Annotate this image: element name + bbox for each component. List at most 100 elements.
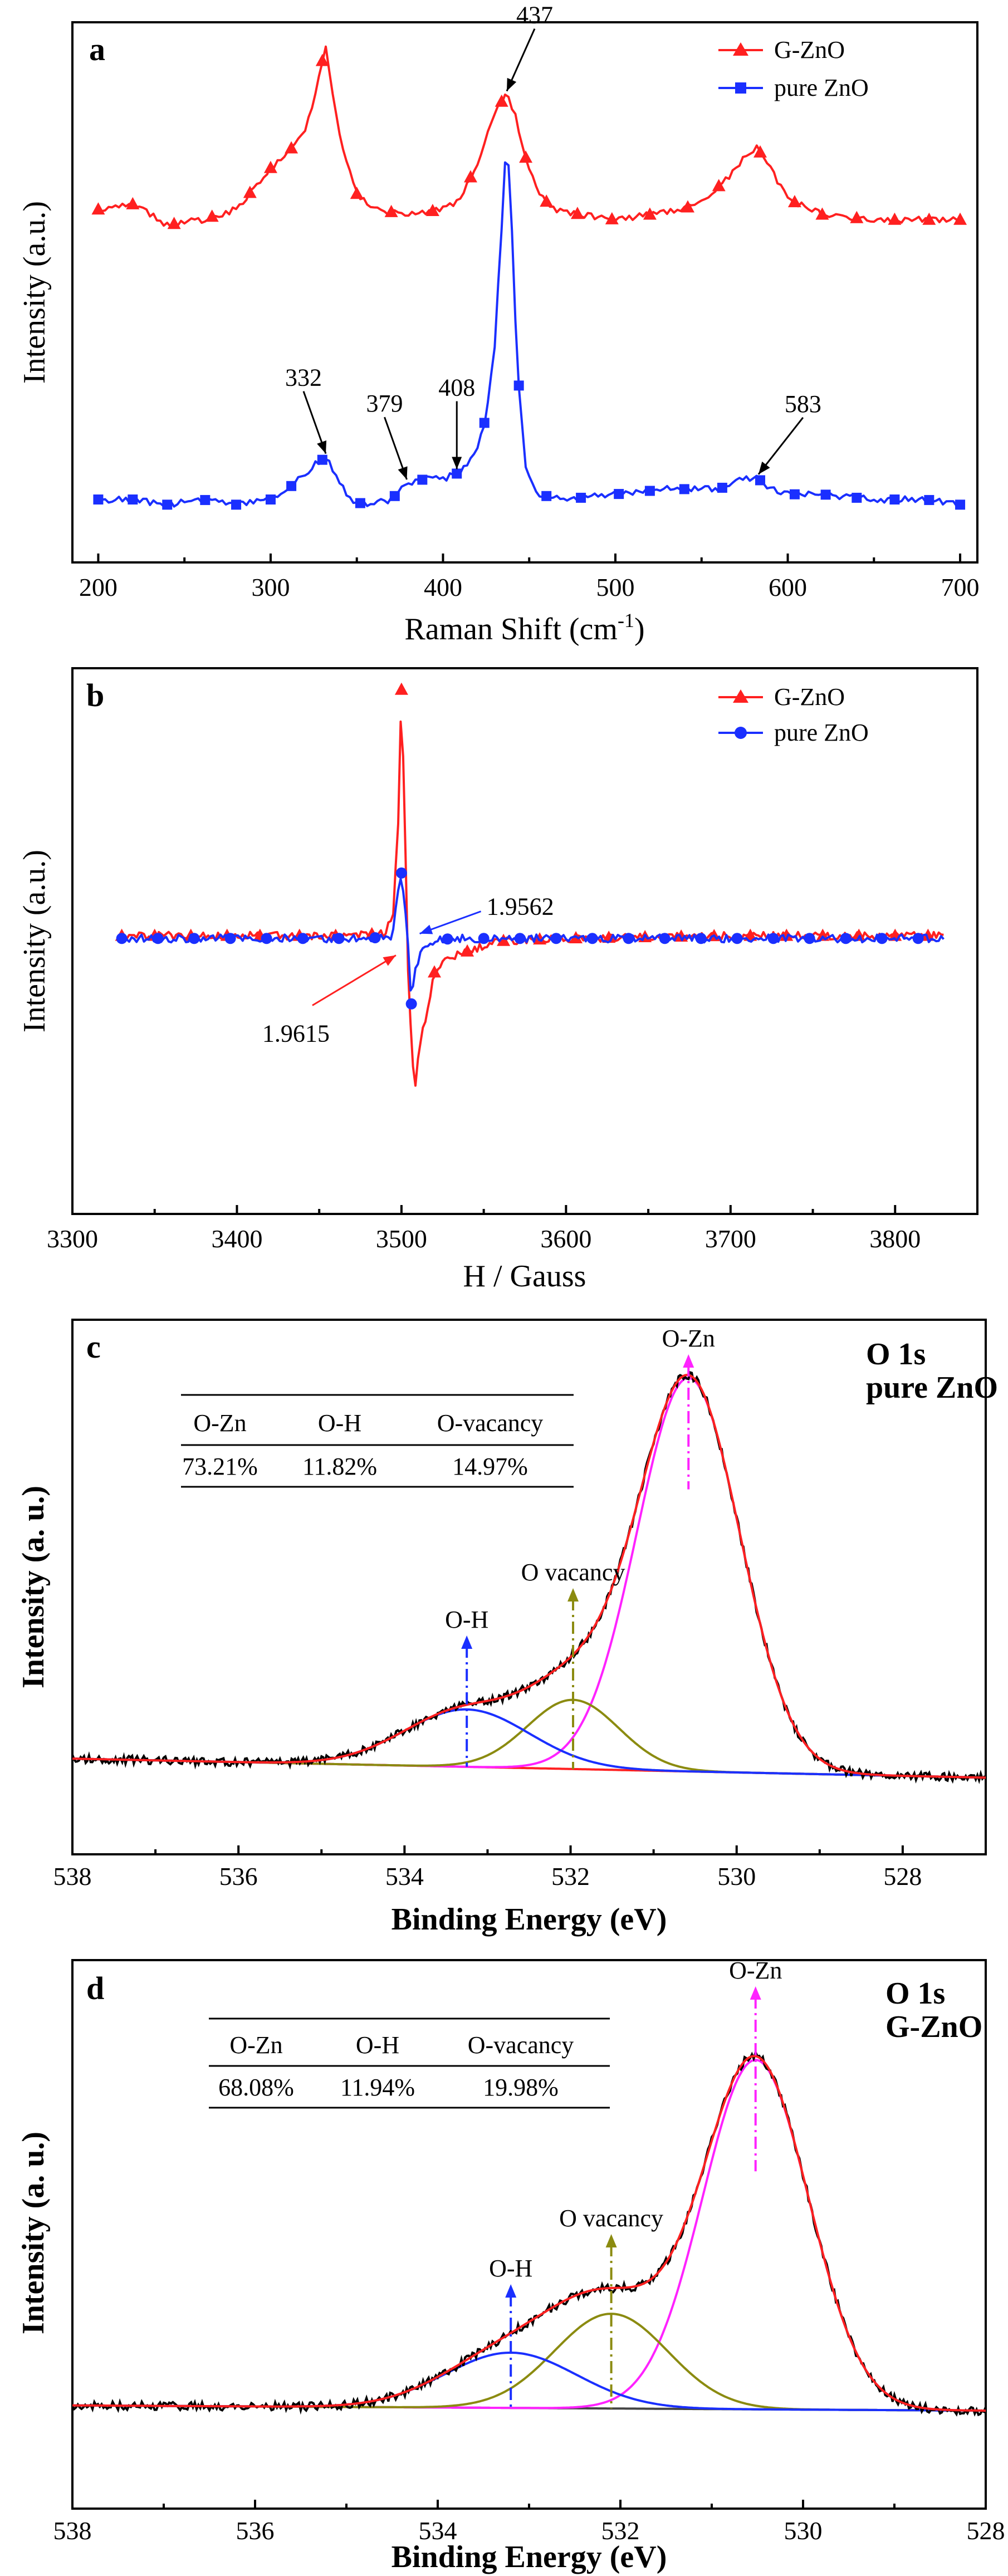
series-line-g-zno xyxy=(97,45,961,228)
marker-triangle xyxy=(495,94,508,107)
marker-square xyxy=(162,499,173,510)
marker-circle xyxy=(623,933,634,944)
marker-square xyxy=(955,499,966,510)
x-tick-label-500: 500 xyxy=(596,573,635,601)
panel-letter-c: c xyxy=(86,1329,101,1365)
marker-triangle xyxy=(519,150,533,163)
marker-triangle xyxy=(464,170,477,183)
x-tick-label-534: 534 xyxy=(385,1862,424,1891)
marker-triangle xyxy=(263,160,277,173)
x-tick-label-200: 200 xyxy=(79,573,118,601)
component-o-vacancy xyxy=(72,2313,986,2412)
legend-label-g-zno-b: G-ZnO xyxy=(774,683,845,711)
marker-circle xyxy=(442,933,453,945)
marker-triangle xyxy=(384,204,398,217)
annotations-b: 1.9562 1.9615 xyxy=(262,893,554,1047)
marker-triangle xyxy=(643,207,657,220)
marker-circle xyxy=(405,998,417,1010)
component-marker-head-o-vacancy xyxy=(567,1588,579,1602)
peak-arrow-437-head xyxy=(507,77,517,91)
component-o-h xyxy=(72,2351,986,2412)
peak-arrow-379-head xyxy=(398,466,408,480)
peak-arrow-408-head xyxy=(452,457,462,469)
marker-circle xyxy=(514,933,526,944)
plot-frame-c xyxy=(71,1319,987,1855)
marker-square xyxy=(265,494,276,505)
panel-b: b 3300 3400 3500 3600 3700 3800 1.95621.9615 … xyxy=(17,667,978,1294)
fit-envelope xyxy=(72,1374,986,1779)
marker-square xyxy=(200,494,211,505)
g-value-arrow-1-head xyxy=(419,924,433,934)
component-label-o-zn: O-Zn xyxy=(729,1957,782,1984)
series-group-b xyxy=(115,682,945,1087)
marker-triangle xyxy=(602,931,616,943)
marker-triangle xyxy=(205,209,219,222)
x-tick-label-3700: 3700 xyxy=(705,1225,756,1253)
marker-triangle xyxy=(815,207,829,220)
x-tick-label-528: 528 xyxy=(967,2516,1005,2545)
marker-square xyxy=(286,481,297,491)
title-line2-c: pure ZnO xyxy=(866,1370,998,1405)
panel-letter-b: b xyxy=(86,677,104,713)
marker-circle xyxy=(586,933,598,944)
x-tick-label-3300: 3300 xyxy=(47,1225,98,1253)
panel-letter-d: d xyxy=(86,1970,104,2006)
y-axis-label-a: Intensity (a.u.) xyxy=(17,201,52,384)
marker-triangle xyxy=(753,145,767,158)
marker-circle xyxy=(478,933,490,944)
marker-triangle xyxy=(285,141,299,154)
marker-circle xyxy=(188,933,200,944)
component-marker-head-o-vacancy xyxy=(605,2234,617,2247)
marker-triangle xyxy=(852,928,866,941)
y-axis-label-b: Intensity (a.u.) xyxy=(17,850,52,1032)
legend-marker-g-zno-b xyxy=(733,689,748,703)
x-tick-label-3600: 3600 xyxy=(540,1225,591,1253)
marker-triangle xyxy=(243,185,257,198)
marker-square xyxy=(355,498,365,508)
marker-circle xyxy=(659,933,671,944)
table-header-o-vacancy-d: O-vacancy xyxy=(468,2031,574,2059)
g-value-arrow-2-shaft xyxy=(312,954,397,1006)
marker-triangle xyxy=(91,202,105,215)
marker-square xyxy=(317,454,327,465)
table-value-o-vacancy-d: 19.98% xyxy=(483,2074,559,2101)
x-axis-label-c: Binding Energy (eV) xyxy=(392,1902,667,1937)
table-value-o-h-d: 11.94% xyxy=(340,2074,415,2101)
g-value-arrow-2-head xyxy=(383,955,396,966)
marker-triangle xyxy=(540,194,554,207)
table-value-o-zn-d: 68.08% xyxy=(218,2074,294,2101)
legend-b: G-ZnO pure ZnO xyxy=(718,683,869,746)
marker-square xyxy=(417,474,428,485)
component-marker-head-o-h xyxy=(505,2284,517,2298)
marker-triangle xyxy=(461,944,474,957)
marker-triangle xyxy=(167,217,181,229)
marker-square xyxy=(717,482,727,493)
marker-triangle xyxy=(350,187,364,199)
legend-label-g-zno-a: G-ZnO xyxy=(774,36,845,63)
panel-a: a 200 300 400 500 600 700 437 332 379 408 583 Int… xyxy=(17,2,980,647)
table-value-o-h-c: 11.82% xyxy=(302,1453,377,1480)
marker-square xyxy=(614,489,624,499)
peak-label-332: 332 xyxy=(285,364,322,391)
marker-circle xyxy=(297,933,309,944)
x-axis-label-a: Raman Shift (cm-1) xyxy=(404,609,644,647)
marker-square xyxy=(541,491,552,501)
x-tick-label-538: 538 xyxy=(53,1862,92,1891)
marker-square xyxy=(513,380,524,391)
component-marker-head-o-zn xyxy=(683,1354,694,1368)
marker-triangle xyxy=(570,207,584,219)
x-tick-label-3800: 3800 xyxy=(869,1225,921,1253)
marker-triangle xyxy=(315,53,329,66)
marker-triangle xyxy=(425,203,439,216)
title-line2-d: G-ZnO xyxy=(885,2010,982,2044)
marker-square xyxy=(789,489,800,499)
title-line1-d: O 1s xyxy=(885,1976,945,2011)
annotations-a: 437 332 379 408 583 xyxy=(285,2,821,480)
marker-square xyxy=(389,491,400,501)
x-axis-label-d: Binding Energy (eV) xyxy=(392,2540,667,2574)
marker-circle xyxy=(333,933,345,944)
y-axis-label-d: Intensity (a. u.) xyxy=(16,2132,51,2334)
marker-circle xyxy=(695,933,707,944)
marker-circle xyxy=(550,933,562,944)
marker-triangle xyxy=(712,179,726,192)
